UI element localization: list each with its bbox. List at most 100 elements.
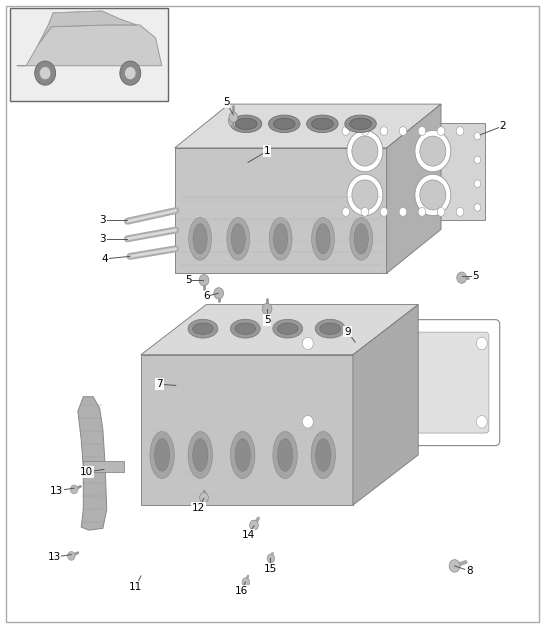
Circle shape	[456, 207, 464, 216]
Circle shape	[418, 207, 426, 216]
Ellipse shape	[231, 319, 261, 338]
Text: 3: 3	[100, 215, 106, 225]
Ellipse shape	[277, 323, 298, 334]
Text: 6: 6	[203, 291, 209, 301]
Text: 2: 2	[500, 121, 506, 131]
Ellipse shape	[193, 439, 208, 471]
Text: 13: 13	[47, 552, 60, 562]
Text: 5: 5	[264, 315, 270, 325]
Circle shape	[380, 127, 387, 136]
Circle shape	[418, 127, 426, 136]
Text: 3: 3	[100, 234, 106, 244]
Circle shape	[415, 174, 451, 215]
Ellipse shape	[350, 217, 373, 260]
Text: 1: 1	[264, 146, 270, 156]
Ellipse shape	[272, 319, 302, 338]
Polygon shape	[78, 397, 107, 530]
Ellipse shape	[231, 224, 245, 254]
Circle shape	[399, 207, 407, 216]
Text: 5: 5	[185, 275, 191, 285]
Ellipse shape	[312, 217, 335, 260]
Ellipse shape	[227, 217, 250, 260]
Text: 5: 5	[223, 97, 229, 107]
Ellipse shape	[235, 118, 257, 129]
Text: 4: 4	[102, 254, 108, 264]
Polygon shape	[141, 305, 418, 355]
Ellipse shape	[274, 224, 288, 254]
Circle shape	[476, 416, 487, 428]
Circle shape	[120, 61, 141, 85]
Ellipse shape	[150, 431, 174, 479]
Ellipse shape	[277, 439, 293, 471]
Circle shape	[125, 67, 136, 80]
Circle shape	[229, 112, 238, 122]
Ellipse shape	[354, 224, 368, 254]
Circle shape	[474, 203, 481, 211]
Text: 10: 10	[80, 467, 93, 477]
Circle shape	[199, 274, 209, 286]
Circle shape	[228, 116, 238, 127]
Circle shape	[456, 127, 464, 136]
Ellipse shape	[307, 115, 338, 133]
Ellipse shape	[273, 431, 298, 479]
Circle shape	[267, 554, 275, 563]
Ellipse shape	[316, 439, 331, 471]
Polygon shape	[386, 104, 441, 273]
Ellipse shape	[345, 115, 377, 133]
Circle shape	[361, 207, 369, 216]
Ellipse shape	[350, 118, 372, 129]
Circle shape	[214, 288, 223, 299]
Bar	[83, 460, 124, 472]
Circle shape	[449, 560, 460, 572]
Text: 16: 16	[235, 586, 248, 596]
Circle shape	[70, 485, 78, 494]
Text: 14: 14	[241, 529, 255, 539]
Circle shape	[361, 127, 369, 136]
Ellipse shape	[269, 115, 300, 133]
Text: 13: 13	[50, 485, 63, 495]
Circle shape	[474, 156, 481, 164]
FancyBboxPatch shape	[301, 332, 489, 433]
Ellipse shape	[235, 323, 256, 334]
Circle shape	[199, 492, 208, 502]
Ellipse shape	[312, 118, 334, 129]
Polygon shape	[174, 104, 441, 148]
Ellipse shape	[274, 118, 295, 129]
Ellipse shape	[231, 115, 262, 133]
Polygon shape	[353, 305, 418, 505]
Text: 15: 15	[264, 564, 277, 574]
Circle shape	[420, 180, 446, 210]
Circle shape	[342, 127, 350, 136]
Polygon shape	[17, 25, 162, 66]
Circle shape	[352, 180, 378, 210]
Circle shape	[476, 337, 487, 350]
Circle shape	[262, 303, 272, 315]
Ellipse shape	[155, 439, 169, 471]
Polygon shape	[174, 148, 386, 273]
Bar	[10, 8, 168, 101]
Circle shape	[68, 551, 75, 560]
Ellipse shape	[311, 431, 336, 479]
Circle shape	[437, 127, 445, 136]
Polygon shape	[39, 11, 137, 43]
Circle shape	[415, 131, 451, 172]
Text: 11: 11	[129, 582, 142, 592]
Text: 5: 5	[473, 271, 479, 281]
Circle shape	[380, 207, 387, 216]
Ellipse shape	[192, 323, 213, 334]
Ellipse shape	[316, 224, 330, 254]
Text: 9: 9	[344, 327, 351, 337]
Circle shape	[242, 578, 250, 587]
Ellipse shape	[189, 217, 211, 260]
Circle shape	[420, 136, 446, 166]
Circle shape	[35, 61, 56, 85]
Ellipse shape	[320, 323, 341, 334]
Circle shape	[40, 67, 51, 80]
Circle shape	[474, 180, 481, 187]
Circle shape	[457, 272, 467, 283]
Circle shape	[474, 133, 481, 140]
Ellipse shape	[188, 431, 213, 479]
Ellipse shape	[188, 319, 218, 338]
Ellipse shape	[315, 319, 345, 338]
Ellipse shape	[231, 431, 255, 479]
